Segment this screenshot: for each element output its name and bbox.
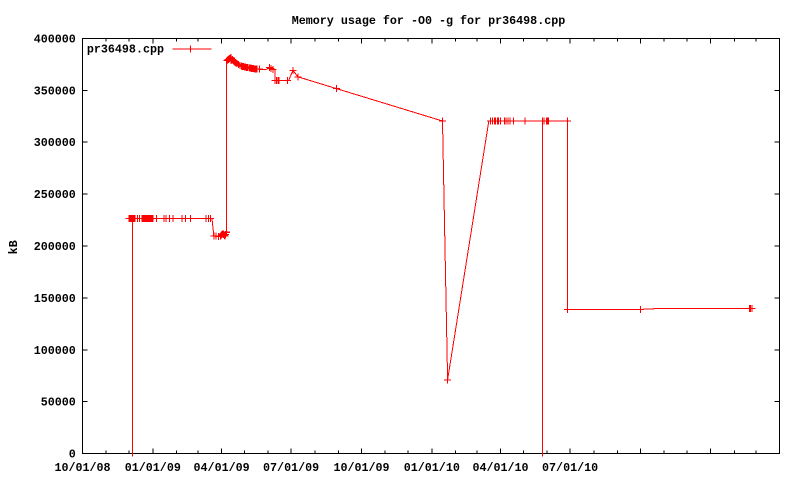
svg-text:0: 0 [69,448,76,462]
svg-text:50000: 50000 [41,396,76,410]
svg-text:kB: kB [7,240,21,254]
svg-text:01/01/09: 01/01/09 [125,461,181,475]
svg-text:100000: 100000 [34,344,76,358]
svg-text:350000: 350000 [34,84,76,98]
svg-text:10/01/08: 10/01/08 [54,461,110,475]
svg-text:07/01/10: 07/01/10 [542,461,598,475]
svg-text:250000: 250000 [34,188,76,202]
svg-text:300000: 300000 [34,136,76,150]
svg-text:400000: 400000 [34,33,76,47]
svg-text:pr36498.cpp: pr36498.cpp [87,42,164,56]
svg-text:01/01/10: 01/01/10 [404,461,460,475]
svg-text:Memory usage for -O0 -g for pr: Memory usage for -O0 -g for pr36498.cpp [292,14,566,28]
svg-text:07/01/09: 07/01/09 [263,461,319,475]
svg-text:150000: 150000 [34,292,76,306]
svg-text:10/01/09: 10/01/09 [333,461,389,475]
svg-text:04/01/09: 04/01/09 [194,461,250,475]
svg-text:200000: 200000 [34,240,76,254]
svg-text:04/01/10: 04/01/10 [472,461,528,475]
